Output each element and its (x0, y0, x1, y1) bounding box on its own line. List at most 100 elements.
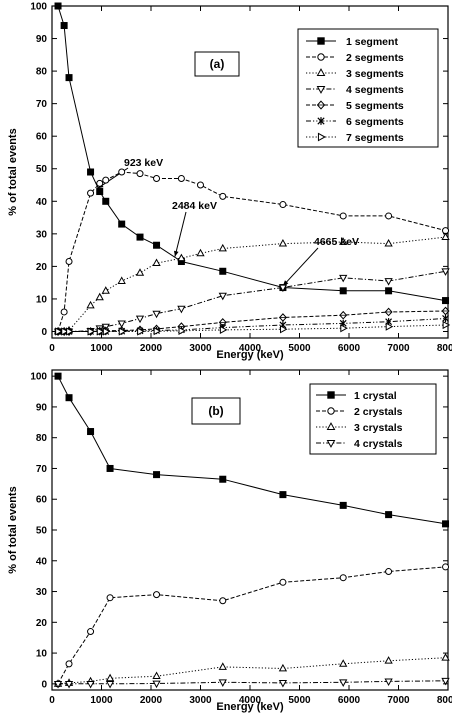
legend-a-item-1: 1 segment (346, 36, 398, 48)
legend-b-item-2: 2 crystals (354, 406, 403, 418)
b-x-tick-label: 6000 (338, 695, 361, 706)
b-series-4-point (441, 677, 450, 686)
annotation-4665kev-arrow (282, 247, 319, 287)
a-y-tick-label: 80 (36, 67, 48, 78)
a-legend-marker-1 (317, 37, 325, 45)
a-series-2-point (177, 175, 185, 183)
panel-b-y-axis-title: % of total events (7, 486, 19, 573)
panel-a-label: (a) (210, 57, 225, 71)
a-series-2-point (118, 168, 126, 176)
b-series-3-point (218, 662, 227, 670)
a-series-2-point (339, 212, 347, 220)
b-series-line-1 (57, 375, 446, 525)
b-x-tick-label: 2000 (140, 695, 163, 706)
b-series-2-point (106, 594, 114, 602)
b-series-3-point (278, 663, 288, 672)
b-y-tick-label: 20 (36, 618, 48, 629)
a-series-3-point (441, 232, 450, 240)
b-series-1-point (339, 501, 347, 509)
a-series-2-point (60, 308, 68, 316)
legend-a-item-2: 2 segments (346, 52, 404, 64)
b-y-tick-label: 80 (36, 433, 48, 444)
a-series-1-point (219, 267, 227, 275)
a-series-2-point (87, 189, 95, 197)
a-legend-marker-7 (317, 132, 326, 142)
b-series-1-point (54, 372, 62, 380)
a-series-2-point (385, 212, 393, 220)
a-legend-marker-3 (316, 68, 326, 77)
panel-b-label-box (191, 397, 241, 425)
a-series-2-point (153, 175, 161, 183)
a-series-5-point (384, 307, 393, 317)
a-series-2-point (219, 192, 227, 200)
a-series-1-point (442, 297, 450, 305)
a-series-4-point (135, 315, 145, 324)
a-series-7-point (96, 327, 105, 336)
b-series-line-4 (58, 680, 446, 685)
b-series-1-point (279, 491, 287, 499)
a-y-tick-label: 40 (36, 197, 48, 208)
a-series-3-point (135, 268, 145, 276)
a-y-tick-label: 70 (36, 99, 48, 110)
panel-b-markers (53, 372, 450, 689)
b-series-3-point (384, 656, 393, 664)
a-series-1-point (102, 197, 110, 205)
b-x-tick-label: 5000 (288, 695, 311, 706)
a-series-3-point (278, 238, 288, 247)
a-series-7-point (153, 327, 162, 336)
b-series-2-point (65, 660, 73, 668)
legend-a-item-4: 4 segments (346, 84, 404, 96)
legend-a-item-5: 5 segments (346, 100, 404, 112)
panel-a-legend-samples (306, 37, 336, 142)
a-series-3-point (218, 243, 227, 252)
a-series-1-point (96, 188, 104, 196)
b-series-1-point (153, 471, 161, 479)
a-series-7-point (340, 324, 348, 333)
b-series-1-point (87, 428, 95, 436)
panel-b-x-axis-title: Energy (keV) (216, 701, 284, 713)
a-series-1-point (339, 287, 347, 295)
a-x-tick-label: 7000 (387, 343, 410, 354)
b-x-tick-label: 4000 (239, 695, 262, 706)
panel-b-legend: 1 crystal 2 crystals 3 crystals 4 crysta… (309, 383, 437, 455)
a-y-tick-label: 20 (36, 262, 48, 273)
a-series-7-point (102, 327, 111, 336)
a-legend-marker-2 (317, 53, 325, 61)
panel-a-label-box (194, 51, 240, 77)
a-series-7-point (280, 325, 288, 334)
a-series-2-point (96, 179, 104, 187)
b-series-1-point (65, 394, 73, 402)
a-series-2-point (279, 201, 287, 209)
b-y-tick-label: 0 (41, 679, 47, 690)
legend-b-item-1: 1 crystal (354, 390, 397, 402)
a-series-5-point (278, 313, 287, 322)
a-x-tick-label: 3000 (189, 343, 212, 354)
b-x-tick-label: 1000 (90, 695, 113, 706)
a-series-7-point (87, 327, 96, 336)
a-series-7-point (442, 320, 451, 330)
b-series-4-point (86, 680, 95, 689)
a-series-1-point (136, 233, 144, 241)
b-x-tick-label: 0 (49, 695, 55, 706)
b-series-2-point (279, 578, 287, 586)
a-y-tick-label: 10 (36, 294, 48, 305)
a-series-5-point (339, 310, 348, 320)
b-series-3-point (339, 659, 348, 667)
a-series-1-point (65, 74, 73, 82)
a-y-tick-label: 50 (36, 164, 48, 175)
a-series-1-point (385, 287, 393, 295)
panel-b-legend-samples (316, 391, 346, 448)
a-series-3-point (339, 237, 348, 245)
panel-a-y-axis-title: % of total events (7, 128, 19, 215)
legend-b-item-3: 3 crystals (354, 422, 403, 434)
a-x-tick-label: 1000 (90, 343, 113, 354)
a-series-3-point (384, 238, 393, 247)
a-y-tick-label: 60 (36, 132, 48, 143)
a-series-2-point (197, 181, 204, 189)
b-series-1-point (219, 475, 227, 483)
b-series-3-point (441, 653, 450, 661)
a-legend-marker-5 (316, 100, 326, 110)
a-series-1-point (60, 22, 68, 30)
a-series-4-point (117, 320, 126, 328)
b-y-tick-label: 70 (36, 464, 48, 475)
